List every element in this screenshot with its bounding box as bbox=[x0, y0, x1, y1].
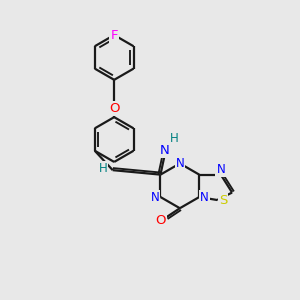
Text: H: H bbox=[99, 162, 107, 175]
Text: O: O bbox=[109, 102, 119, 115]
Text: S: S bbox=[219, 194, 227, 206]
Text: N: N bbox=[176, 157, 184, 170]
Text: H: H bbox=[169, 132, 178, 145]
Text: F: F bbox=[110, 28, 118, 41]
Text: N: N bbox=[160, 144, 170, 157]
Text: N: N bbox=[216, 163, 225, 176]
Text: O: O bbox=[155, 214, 166, 227]
Text: N: N bbox=[151, 190, 160, 203]
Text: N: N bbox=[200, 190, 209, 203]
